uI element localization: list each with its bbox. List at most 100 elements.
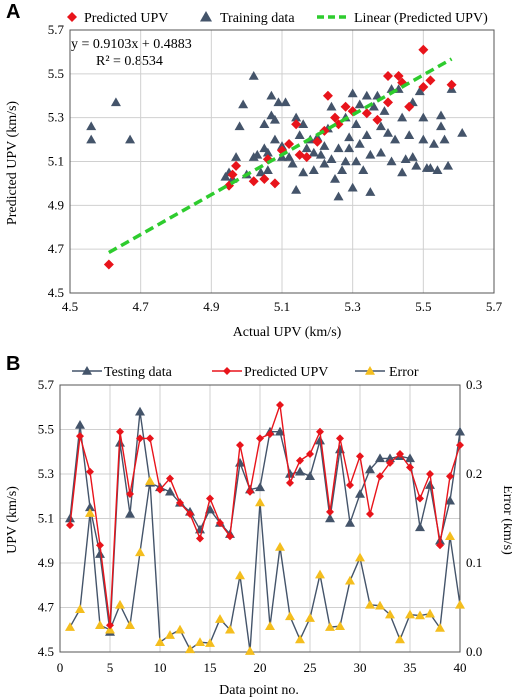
- predicted-point: [446, 79, 457, 90]
- x-tick-label: 40: [454, 660, 467, 675]
- predicted-point: [186, 510, 194, 519]
- training-point: [383, 128, 393, 137]
- testing-point: [125, 509, 135, 518]
- error-point: [135, 547, 145, 557]
- testing-point: [425, 480, 435, 489]
- predicted-point: [322, 90, 333, 101]
- testing-point: [325, 513, 335, 523]
- predicted-point: [336, 434, 344, 443]
- testing-point: [445, 495, 455, 505]
- training-point: [269, 114, 280, 124]
- error-point: [455, 599, 465, 609]
- x-tick-label: 4.9: [203, 299, 219, 314]
- training-point: [428, 138, 439, 148]
- error-point: [75, 604, 85, 614]
- training-point: [298, 167, 309, 177]
- training-point: [287, 158, 298, 168]
- predicted-point: [116, 427, 124, 436]
- training-point: [379, 106, 390, 115]
- error-point: [305, 613, 315, 622]
- training-point: [86, 121, 97, 131]
- training-point: [344, 132, 355, 142]
- predicted-point: [396, 449, 404, 458]
- testing-point: [435, 535, 445, 545]
- predicted-point: [376, 472, 384, 481]
- training-point: [248, 71, 259, 80]
- error-point: [285, 611, 295, 621]
- predicted-point: [76, 432, 84, 441]
- training-point: [436, 121, 446, 131]
- y2-tick-label: 0.0: [466, 644, 482, 659]
- training-point: [294, 130, 305, 139]
- predicted-point: [231, 160, 242, 171]
- y-tick-label: 4.5: [38, 644, 54, 659]
- predicted-point: [126, 490, 134, 499]
- training-point: [252, 149, 263, 159]
- x-tick-label: 4.7: [133, 299, 150, 314]
- training-point: [351, 156, 362, 166]
- training-point: [86, 134, 97, 144]
- error-point: [265, 621, 275, 630]
- training-point: [125, 134, 136, 144]
- predicted-point: [248, 176, 259, 187]
- predicted-point: [393, 71, 404, 82]
- legend-predicted-marker: [223, 367, 231, 375]
- training-point: [425, 163, 436, 172]
- error-point: [255, 497, 265, 507]
- predicted-point: [156, 485, 164, 494]
- training-point: [280, 97, 291, 107]
- training-point: [354, 99, 365, 109]
- y-tick-label: 5.5: [48, 66, 64, 81]
- predicted-point: [425, 75, 436, 86]
- predicted-point: [96, 541, 104, 550]
- legend-testing-label: Testing data: [104, 365, 173, 380]
- y-tick-label: 5.5: [38, 422, 54, 437]
- legend-predicted-marker: [67, 12, 77, 22]
- predicted-point: [236, 441, 244, 450]
- predicted-point: [404, 101, 415, 112]
- predicted-point: [386, 458, 394, 467]
- y-tick-label: 5.1: [38, 511, 54, 526]
- x-tick-label: 20: [254, 660, 267, 675]
- training-point: [277, 141, 287, 150]
- training-point: [273, 97, 284, 107]
- predicted-point: [286, 478, 294, 487]
- testing-point: [75, 420, 85, 429]
- x-tick-label: 0: [57, 660, 64, 675]
- predicted-line: [69, 404, 461, 626]
- x-tick-label: 30: [354, 660, 367, 675]
- y-tick-label: 5.3: [38, 466, 54, 481]
- predicted-point: [356, 452, 364, 461]
- predicted-point: [426, 470, 434, 478]
- training-point: [414, 86, 425, 96]
- training-point: [358, 165, 369, 175]
- error-point: [95, 620, 105, 630]
- predicted-point: [103, 259, 114, 270]
- error-point: [185, 644, 195, 654]
- error-point: [405, 609, 415, 619]
- training-point: [231, 152, 242, 161]
- error-point: [315, 569, 325, 579]
- legend-predicted-label: Predicted UPV: [244, 365, 328, 380]
- training-point: [220, 171, 231, 181]
- training-point: [351, 119, 362, 128]
- training-point: [418, 134, 429, 144]
- testing-point: [285, 469, 295, 478]
- y-tick-label: 5.7: [48, 22, 65, 37]
- predicted-point: [176, 498, 184, 507]
- x-tick-label: 5.5: [415, 299, 431, 314]
- y-tick-label: 4.7: [48, 241, 65, 256]
- training-point: [365, 187, 376, 196]
- testing-point: [295, 466, 305, 476]
- predicted-point: [306, 449, 314, 458]
- testing-point: [345, 517, 355, 527]
- testing-point: [405, 453, 415, 463]
- legend-testing-marker: [82, 366, 92, 375]
- testing-point: [415, 522, 425, 532]
- predicted-point: [361, 108, 372, 119]
- training-point: [375, 147, 386, 157]
- y-tick-label: 5.1: [48, 154, 64, 169]
- training-point: [298, 119, 309, 128]
- error-point: [275, 541, 285, 551]
- legend-predicted-label: Predicted UPV: [84, 11, 168, 26]
